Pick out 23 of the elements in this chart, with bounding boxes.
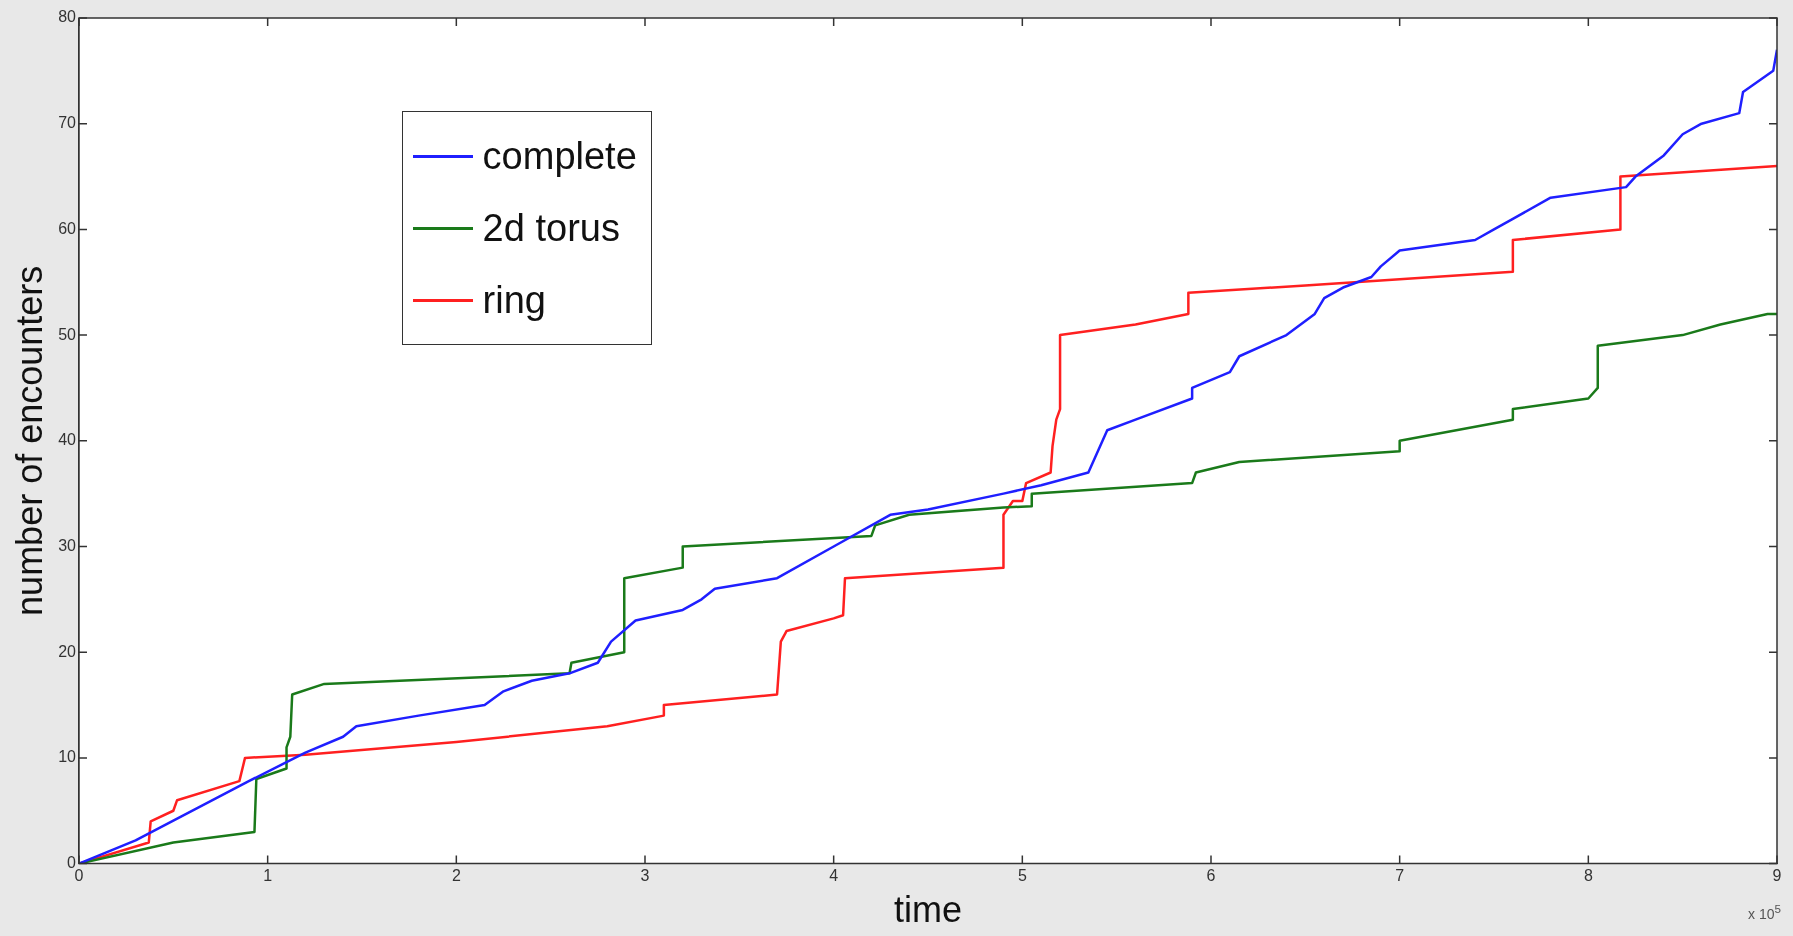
- y-axis-title: number of encounters: [8, 265, 50, 616]
- legend-label: ring: [482, 278, 546, 322]
- x-tick-label: 8: [1583, 866, 1593, 884]
- x-tick-label: 7: [1395, 866, 1405, 884]
- x-tick-label: 9: [1772, 866, 1782, 884]
- x-axis-title: time: [893, 889, 963, 931]
- x-tick-label: 3: [640, 866, 650, 884]
- y-tick-label: 20: [58, 642, 77, 660]
- y-tick-label: 60: [58, 219, 77, 237]
- text: x 10$^{5}$: [1748, 901, 1781, 922]
- x-tick-label: 4: [829, 866, 839, 884]
- y-tick-label: 10: [58, 748, 77, 766]
- y-tick-label: 80: [58, 8, 77, 26]
- x-tick-label: 6: [1206, 866, 1216, 884]
- y-tick-label: 50: [58, 325, 77, 343]
- y-tick-label: 30: [58, 536, 77, 554]
- y-tick-label: 70: [58, 114, 77, 132]
- x-tick-label: 5: [1017, 866, 1027, 884]
- legend-label: 2d torus: [482, 206, 620, 250]
- x-tick-label: 1: [263, 866, 273, 884]
- y-tick-label: 40: [58, 431, 77, 449]
- legend-label: complete: [482, 134, 637, 178]
- x-tick-label: 2: [451, 866, 461, 884]
